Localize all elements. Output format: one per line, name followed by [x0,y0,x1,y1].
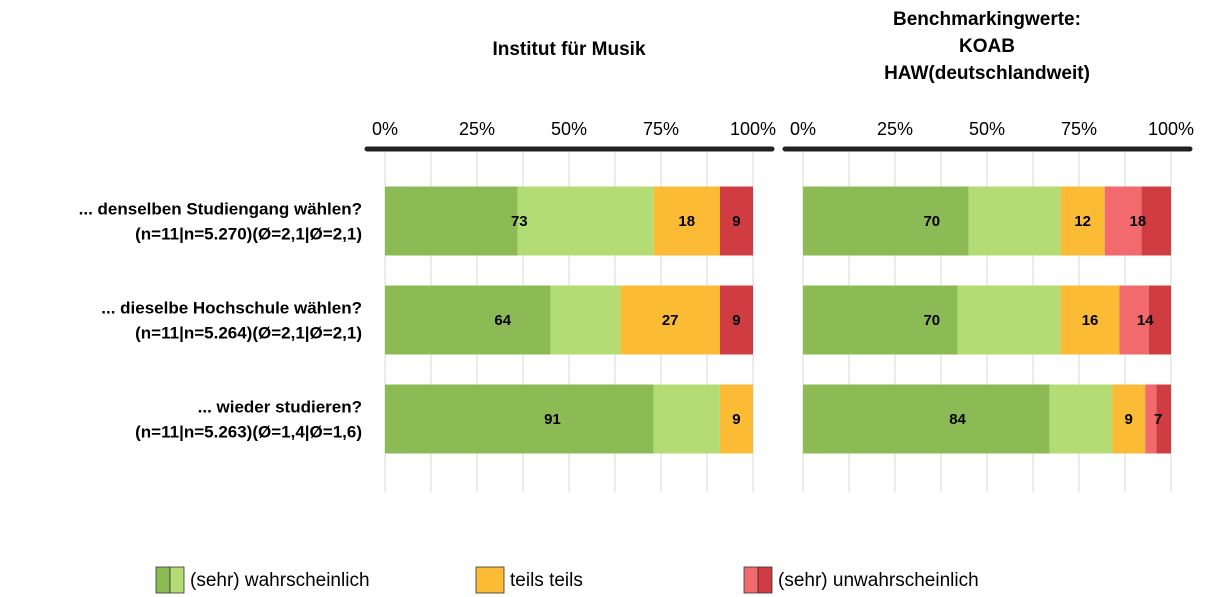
bar-segment [385,285,551,355]
bar-segment [1119,285,1149,355]
category-label: ... denselben Studiengang wählen? [79,199,362,218]
value-label: 18 [1130,213,1147,230]
bar-segment [719,384,753,454]
legend-swatch [475,566,505,594]
bar-segment [719,186,753,256]
legend-swatch [155,566,171,594]
bar-segment [803,285,958,355]
value-label: 27 [662,312,679,329]
bar-segment [1060,285,1120,355]
bar-segment [1049,384,1113,454]
x-tick-label: 25% [459,119,495,139]
bar-segment [385,384,654,454]
category-label: ... dieselbe Hochschule wählen? [101,298,362,317]
x-tick-label: 100% [1148,119,1194,139]
category-label: (n=11|n=5.263)(Ø=1,4|Ø=1,6) [135,422,362,441]
bar-segment [517,186,654,256]
value-label: 70 [923,213,940,230]
x-tick-label: 0% [790,119,816,139]
bar-segment [1060,186,1105,256]
bar-segment [620,285,720,355]
x-tick-label: 0% [372,119,398,139]
value-label: 9 [732,213,740,230]
legend-label: teils teils [510,570,583,591]
value-label: 12 [1074,213,1091,230]
bar-segment [719,285,753,355]
legend-swatch [743,566,759,594]
bar-segment [1156,384,1171,454]
value-label: 7 [1154,411,1162,428]
bar-segment [550,285,621,355]
bar-segment [957,285,1061,355]
x-tick-label: 50% [969,119,1005,139]
chart-title: Institut für Musik [492,39,645,60]
bar-segment [1145,384,1157,454]
value-label: 14 [1137,312,1154,329]
bar-segment [385,186,518,256]
x-tick-label: 50% [551,119,587,139]
bar-segment [1104,186,1142,256]
value-label: 9 [732,312,740,329]
bar-segment [968,186,1061,256]
value-label: 73 [511,213,528,230]
value-label: 70 [923,312,940,329]
chart-title: HAW(deutschlandweit) [884,63,1090,84]
value-label: 91 [544,411,561,428]
value-label: 64 [494,312,511,329]
category-label: ... wieder studieren? [198,397,362,416]
value-label: 9 [732,411,740,428]
legend-swatch [757,566,773,594]
chart-title: Benchmarkingwerte: [893,9,1081,30]
value-label: 84 [949,411,966,428]
category-label: (n=11|n=5.270)(Ø=2,1|Ø=2,1) [135,224,362,243]
value-label: 9 [1125,411,1133,428]
x-tick-label: 75% [1061,119,1097,139]
bar-segment [1112,384,1146,454]
bar-segment [1141,186,1171,256]
legend-label: (sehr) wahrscheinlich [190,570,370,591]
bar-segment [1148,285,1171,355]
legend-label: (sehr) unwahrscheinlich [778,570,979,591]
x-tick-label: 100% [730,119,776,139]
value-label: 16 [1082,312,1099,329]
x-tick-label: 25% [877,119,913,139]
bar-segment [803,384,1050,454]
bar-segment [803,186,969,256]
category-label: (n=11|n=5.264)(Ø=2,1|Ø=2,1) [135,323,362,342]
chart-title: KOAB [959,36,1015,57]
bar-segment [653,186,720,256]
value-label: 18 [678,213,695,230]
bar-segment [653,384,720,454]
x-tick-label: 75% [643,119,679,139]
legend-swatch [169,566,185,594]
